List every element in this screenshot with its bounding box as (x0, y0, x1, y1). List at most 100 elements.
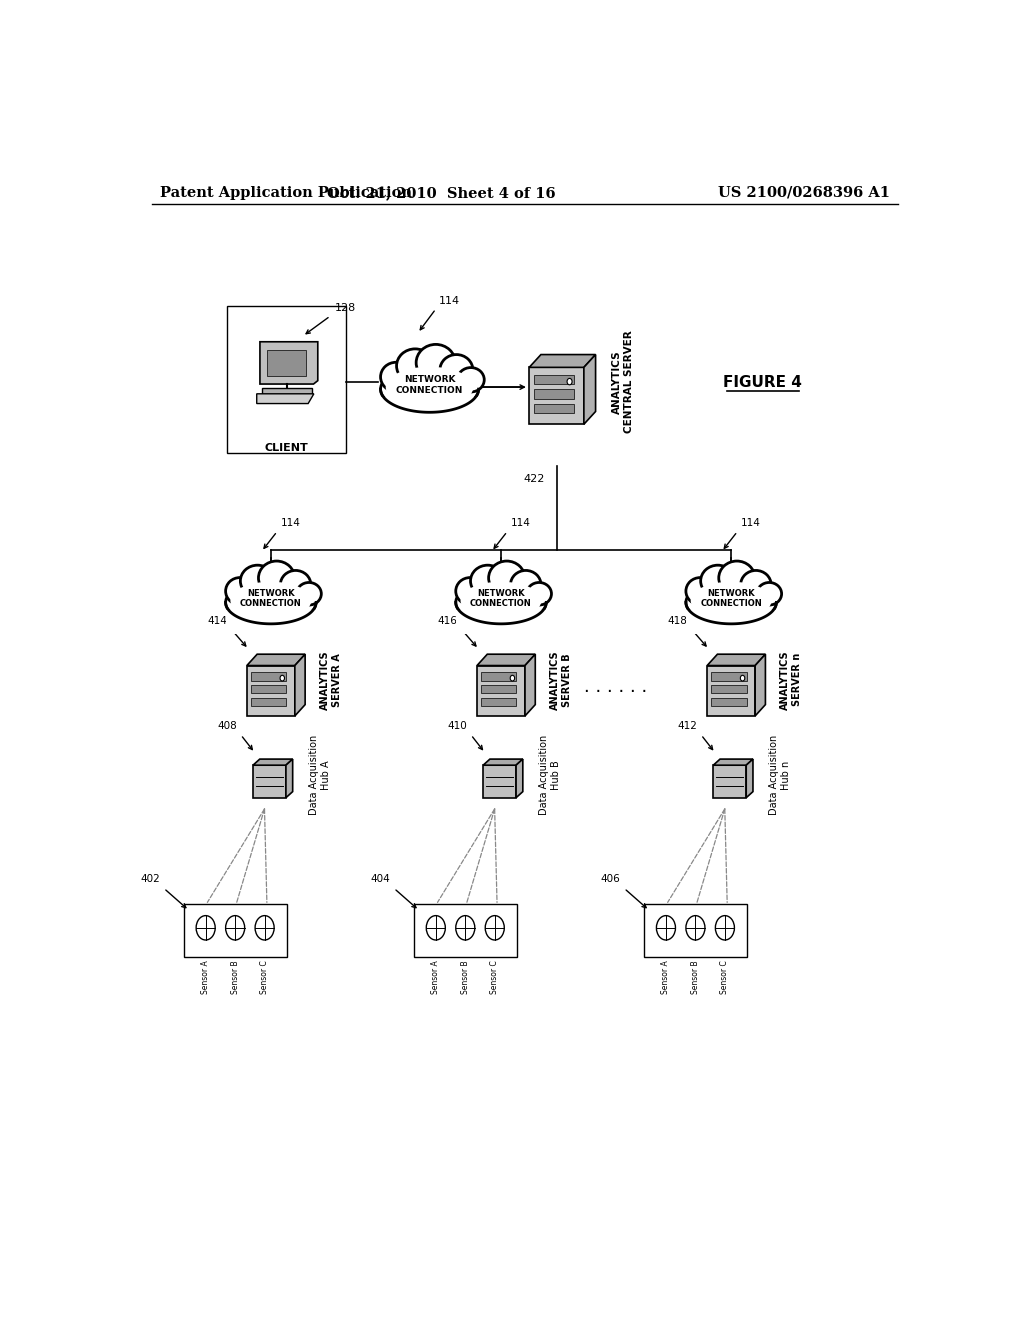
Text: Sensor B: Sensor B (461, 961, 470, 994)
Bar (481, 672, 516, 681)
Text: ANALYTICS
CENTRAL SERVER: ANALYTICS CENTRAL SERVER (612, 330, 634, 433)
Circle shape (280, 676, 285, 681)
Polygon shape (477, 665, 525, 715)
Polygon shape (286, 759, 293, 797)
Bar (456, 610, 546, 635)
Bar (686, 610, 776, 635)
Ellipse shape (686, 581, 776, 624)
Bar (227, 306, 346, 453)
Polygon shape (477, 655, 536, 665)
Text: ANALYTICS
SERVER A: ANALYTICS SERVER A (321, 649, 342, 710)
Polygon shape (584, 355, 596, 424)
Text: 408: 408 (218, 721, 238, 731)
Ellipse shape (281, 570, 311, 599)
Circle shape (485, 916, 504, 940)
Ellipse shape (690, 582, 772, 619)
Polygon shape (714, 766, 746, 797)
Text: NETWORK
CONNECTION: NETWORK CONNECTION (470, 589, 531, 609)
Text: 414: 414 (207, 616, 227, 626)
Polygon shape (529, 355, 596, 367)
Circle shape (225, 916, 245, 940)
Text: 418: 418 (668, 616, 687, 626)
Polygon shape (483, 766, 516, 797)
Text: Sensor C: Sensor C (260, 961, 269, 994)
Text: ANALYTICS
SERVER B: ANALYTICS SERVER B (550, 649, 571, 710)
Text: US 2100/0268396 A1: US 2100/0268396 A1 (718, 186, 890, 199)
Ellipse shape (757, 582, 781, 605)
Text: 114: 114 (740, 519, 761, 528)
Ellipse shape (511, 570, 541, 599)
Bar (262, 388, 311, 393)
Bar (644, 904, 746, 957)
Ellipse shape (488, 561, 524, 595)
Polygon shape (529, 367, 584, 424)
Ellipse shape (381, 362, 412, 392)
Text: 114: 114 (281, 519, 300, 528)
Circle shape (426, 916, 445, 940)
Ellipse shape (386, 367, 473, 408)
Bar (711, 672, 746, 681)
Ellipse shape (440, 355, 473, 385)
Text: Oct. 21, 2010  Sheet 4 of 16: Oct. 21, 2010 Sheet 4 of 16 (327, 186, 556, 199)
Bar (534, 389, 574, 399)
Text: 128: 128 (334, 302, 355, 313)
Ellipse shape (241, 565, 274, 597)
Text: 114: 114 (439, 296, 460, 306)
Bar (251, 672, 287, 681)
Polygon shape (295, 655, 305, 715)
Polygon shape (714, 759, 753, 766)
Polygon shape (525, 655, 536, 715)
Text: . . . . . .: . . . . . . (585, 678, 648, 696)
Ellipse shape (740, 570, 771, 599)
Ellipse shape (297, 582, 322, 605)
Text: Sensor B: Sensor B (691, 961, 700, 994)
Ellipse shape (225, 578, 254, 605)
Ellipse shape (225, 581, 316, 624)
Text: NETWORK
CONNECTION: NETWORK CONNECTION (240, 589, 302, 609)
Text: FIGURE 4: FIGURE 4 (723, 375, 803, 389)
Text: CLIENT: CLIENT (265, 444, 308, 453)
Text: Sensor A: Sensor A (662, 961, 671, 994)
Text: Sensor A: Sensor A (431, 961, 440, 994)
Circle shape (197, 916, 215, 940)
Ellipse shape (230, 582, 311, 619)
Circle shape (510, 676, 515, 681)
Polygon shape (746, 759, 753, 797)
Ellipse shape (686, 578, 715, 605)
Ellipse shape (258, 561, 295, 595)
Text: 404: 404 (370, 874, 390, 884)
Bar (414, 904, 517, 957)
Polygon shape (247, 655, 305, 665)
Polygon shape (708, 655, 765, 665)
Circle shape (716, 916, 734, 940)
Circle shape (686, 916, 705, 940)
Bar (267, 350, 306, 376)
Polygon shape (755, 655, 765, 715)
Bar (251, 698, 287, 706)
Text: 114: 114 (511, 519, 530, 528)
Ellipse shape (461, 582, 542, 619)
Polygon shape (257, 393, 314, 404)
Ellipse shape (719, 561, 755, 595)
Ellipse shape (416, 345, 456, 381)
Text: Data Acquisition
Hub B: Data Acquisition Hub B (539, 735, 561, 816)
Text: 402: 402 (140, 874, 160, 884)
Text: Sensor B: Sensor B (230, 961, 240, 994)
Text: 412: 412 (678, 721, 697, 731)
Bar (251, 685, 287, 693)
Polygon shape (253, 766, 286, 797)
Polygon shape (516, 759, 523, 797)
Bar (534, 375, 574, 384)
Text: Data Acquisition
Hub n: Data Acquisition Hub n (769, 735, 791, 816)
Ellipse shape (381, 366, 478, 413)
Polygon shape (483, 759, 523, 766)
Text: 422: 422 (523, 474, 545, 483)
Polygon shape (247, 665, 295, 715)
Text: Sensor A: Sensor A (201, 961, 210, 994)
Bar (481, 698, 516, 706)
Circle shape (255, 916, 274, 940)
Text: ANALYTICS
SERVER n: ANALYTICS SERVER n (780, 649, 802, 710)
Text: Patent Application Publication: Patent Application Publication (160, 186, 412, 199)
Polygon shape (260, 342, 317, 384)
Bar (183, 904, 287, 957)
